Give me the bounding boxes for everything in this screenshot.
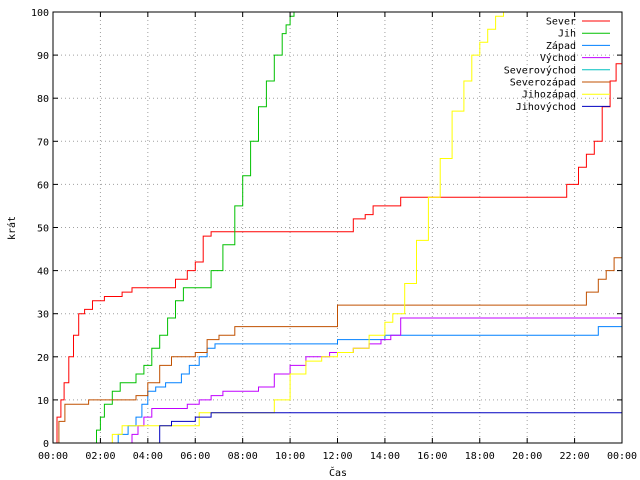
y-tick-label: 90 [37,51,49,62]
y-tick-label: 70 [37,137,49,148]
x-tick-label: 00:00 [38,451,68,462]
y-tick-label: 50 [37,224,49,235]
series-line-2 [112,326,622,443]
series-line-3 [124,317,622,443]
x-tick-label: 02:00 [85,451,115,462]
y-tick-label: 30 [37,310,49,321]
x-tick-label: 20:00 [512,451,542,462]
y-tick-label: 20 [37,353,49,364]
y-tick-label: 0 [43,439,49,450]
y-tick-label: 80 [37,94,49,105]
x-tick-label: 16:00 [417,451,447,462]
legend-label: Západ [546,40,576,52]
series-line-7 [147,412,622,443]
x-tick-label: 14:00 [370,451,400,462]
legend-label: Jih [558,29,576,40]
y-axis-title: krát [6,216,18,240]
legend-label: Sever [546,17,576,28]
x-tick-label: 12:00 [322,451,352,462]
x-tick-label: 06:00 [180,451,210,462]
y-tick-label: 40 [37,267,49,278]
x-tick-label: 22:00 [560,451,590,462]
y-tick-label: 100 [31,8,49,19]
x-tick-label: 00:00 [607,451,637,462]
series-line-0 [53,50,622,443]
series-lines [53,12,622,443]
x-tick-label: 08:00 [228,451,258,462]
ticks [52,11,623,444]
x-tick-label: 04:00 [133,451,163,462]
legend-label: Severovýchod [504,64,576,76]
legend-label: Severozápad [510,77,576,89]
y-tick-label: 10 [37,396,49,407]
series-line-5 [53,249,622,443]
x-tick-label: 18:00 [465,451,495,462]
series-line-6 [104,12,504,443]
y-tick-label: 60 [37,180,49,191]
series-line-1 [92,12,295,443]
legend: SeverJihZápadVýchodSeverovýchodSeverozáp… [504,17,610,113]
legend-label: Jihozápad [522,89,576,101]
tick-labels: 00:00 02:00 04:00 06:00 08:00 10:00 12:00 14:00… [31,8,637,462]
x-tick-label: 10:00 [275,451,305,462]
legend-label: Jihovýchod [516,101,576,113]
x-axis-title: Čas [329,466,347,479]
legend-label: Východ [540,52,576,64]
